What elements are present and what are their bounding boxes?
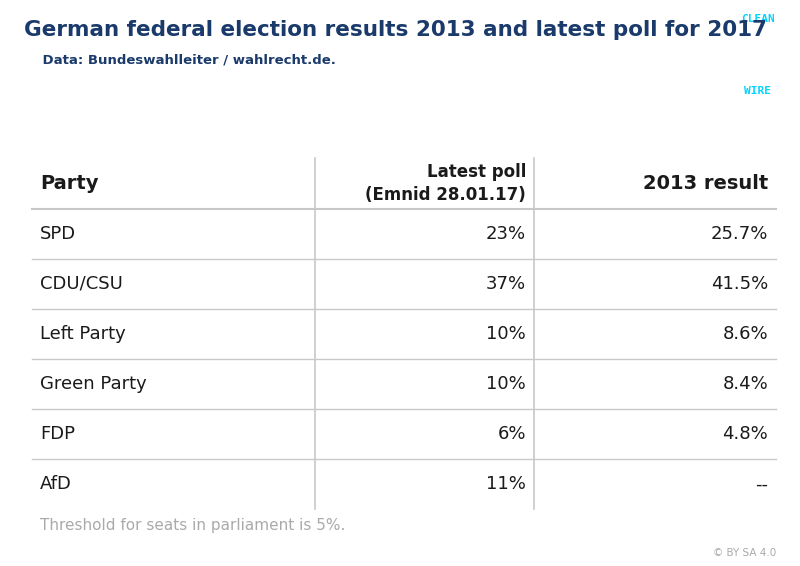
Text: 10%: 10% [486,375,526,393]
Text: 25.7%: 25.7% [710,225,768,243]
Text: --: -- [755,475,768,494]
Text: 6%: 6% [498,425,526,443]
Text: Left Party: Left Party [40,325,126,343]
Text: FDP: FDP [40,425,75,443]
Text: WIRE: WIRE [745,86,771,96]
Text: Green Party: Green Party [40,375,146,393]
Text: German federal election results 2013 and latest poll for 2017: German federal election results 2013 and… [24,20,767,40]
Text: Data: Bundeswahlleiter / wahlrecht.de.: Data: Bundeswahlleiter / wahlrecht.de. [24,54,336,67]
Text: 4.8%: 4.8% [722,425,768,443]
Text: 8.6%: 8.6% [722,325,768,343]
Text: Latest poll
(Emnid 28.01.17): Latest poll (Emnid 28.01.17) [366,163,526,204]
Text: Threshold for seats in parliament is 5%.: Threshold for seats in parliament is 5%. [40,518,346,533]
Text: AfD: AfD [40,475,72,494]
Text: SPD: SPD [40,225,76,243]
Text: 37%: 37% [486,275,526,293]
Text: CLEAN: CLEAN [741,14,775,24]
Text: 11%: 11% [486,475,526,494]
Text: 10%: 10% [486,325,526,343]
Text: ENERGY: ENERGY [738,50,778,60]
Text: CDU/CSU: CDU/CSU [40,275,123,293]
Text: 2013 result: 2013 result [642,174,768,193]
Text: © BY SA 4.0: © BY SA 4.0 [713,547,776,558]
Text: 8.4%: 8.4% [722,375,768,393]
Text: Party: Party [40,174,98,193]
Text: 23%: 23% [486,225,526,243]
Text: 41.5%: 41.5% [710,275,768,293]
